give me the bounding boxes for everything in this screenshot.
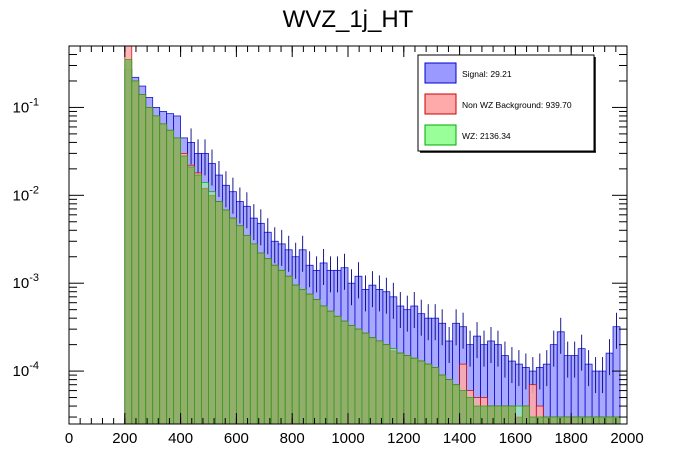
overlap-bar: [543, 417, 551, 424]
overlap-bar: [173, 137, 181, 425]
legend-swatch: [424, 93, 457, 115]
overlap-bar: [243, 235, 251, 424]
chart-title: WVZ_1j_HT: [283, 6, 414, 33]
overlap-bar: [257, 253, 265, 424]
overlap-bar: [431, 367, 439, 424]
overlap-bar: [452, 384, 460, 424]
overlap-bar: [606, 417, 614, 424]
overlap-bar: [424, 364, 432, 424]
axes: 0 200 400 600 800 1000 1200 1400 1600 1800 2000 10-…: [13, 45, 644, 447]
overlap-bar: [159, 123, 167, 424]
overlap-bar: [299, 289, 307, 424]
overlap-bar: [229, 218, 237, 424]
overlap-bar: [522, 406, 530, 424]
overlap-bar: [285, 276, 293, 424]
overlap-bar: [508, 406, 516, 424]
overlap-bar: [466, 397, 474, 424]
overlap-bar: [138, 94, 146, 424]
x-tick-label: 800: [280, 430, 305, 447]
overlap-bar: [271, 265, 279, 424]
overlap-bar: [494, 406, 502, 424]
x-tick-label: 1200: [387, 430, 420, 447]
x-tick-label: 1600: [499, 430, 532, 447]
overlap-bar: [578, 417, 586, 424]
overlap-bar: [201, 188, 209, 424]
x-tick-label: 0: [65, 430, 73, 447]
y-tick-label: 10-3: [13, 272, 39, 292]
overlap-bar: [368, 337, 376, 424]
overlap-bar: [571, 417, 579, 424]
overlap-bar: [131, 80, 139, 424]
overlap-bar: [124, 59, 132, 424]
overlap-bar: [529, 417, 537, 424]
overlap-bar: [180, 156, 188, 424]
overlap-bar: [613, 417, 621, 424]
legend-label: Non WZ Background: 939.70: [462, 100, 572, 110]
overlap-bar: [473, 406, 481, 424]
overlap-bar: [564, 417, 572, 424]
overlap-bar: [417, 361, 425, 424]
overlap-bar: [194, 175, 202, 424]
overlap-bar: [354, 329, 362, 424]
overlap-bar: [389, 350, 397, 424]
x-tick-label: 1000: [331, 430, 364, 447]
y-tick-label: 10-4: [13, 360, 39, 380]
overlap-bar: [264, 258, 272, 424]
legend-swatch: [424, 124, 457, 146]
y-tick-label: 10-2: [13, 184, 39, 204]
overlap-bar: [334, 316, 342, 424]
overlap-bar: [341, 321, 348, 424]
x-tick-label: 600: [224, 430, 249, 447]
legend: Signal: 29.21 Non WZ Background: 939.70 WZ…: [417, 54, 596, 153]
overlap-bar: [557, 417, 565, 424]
overlap-bar: [187, 166, 195, 424]
overlap-bar: [152, 115, 160, 424]
overlap-bar: [599, 417, 607, 424]
overlap-bar: [320, 306, 328, 424]
histogram-bars: [124, 45, 621, 425]
x-tick-label: 400: [168, 430, 193, 447]
legend-swatch: [424, 62, 457, 84]
x-tick-label: 2000: [610, 430, 643, 447]
overlap-bar: [375, 340, 383, 424]
overlap-bar: [382, 344, 390, 424]
overlap-bar: [361, 333, 369, 424]
overlap-bar: [292, 285, 300, 424]
overlap-bar: [145, 107, 153, 424]
overlap-bar: [592, 417, 600, 424]
overlap-bar: [306, 294, 314, 424]
overlap-bar: [515, 417, 523, 424]
overlap-bar: [215, 201, 223, 424]
overlap-bar: [236, 225, 244, 424]
overlap-bar: [403, 355, 411, 424]
overlap-bar: [327, 311, 335, 424]
overlap-bar: [438, 375, 446, 424]
overlap-bar: [208, 195, 216, 424]
x-tick-label: 1800: [555, 430, 588, 447]
overlap-bar: [445, 379, 453, 424]
overlap-bar: [501, 406, 509, 424]
legend-label: WZ: 2136.34: [462, 131, 511, 141]
overlap-bar: [396, 353, 404, 424]
x-tick-label: 1400: [443, 430, 476, 447]
x-tick-label: 200: [112, 430, 137, 447]
overlap-bar: [480, 406, 488, 424]
overlap-bar: [459, 390, 467, 424]
y-tick-label: 10-1: [13, 96, 39, 116]
overlap-bar: [348, 325, 355, 424]
overlap-bar: [313, 299, 321, 424]
overlap-bar: [536, 417, 544, 424]
overlap-bar: [585, 417, 593, 424]
legend-label: Signal: 29.21: [462, 69, 512, 79]
overlap-bar: [222, 210, 230, 424]
overlap-bar: [278, 270, 286, 424]
overlap-bar: [487, 406, 495, 424]
overlap-bar: [166, 130, 174, 424]
overlap-bar: [550, 417, 558, 424]
overlap-layer: [124, 59, 621, 425]
overlap-bar: [410, 358, 418, 424]
overlap-bar: [250, 243, 258, 424]
